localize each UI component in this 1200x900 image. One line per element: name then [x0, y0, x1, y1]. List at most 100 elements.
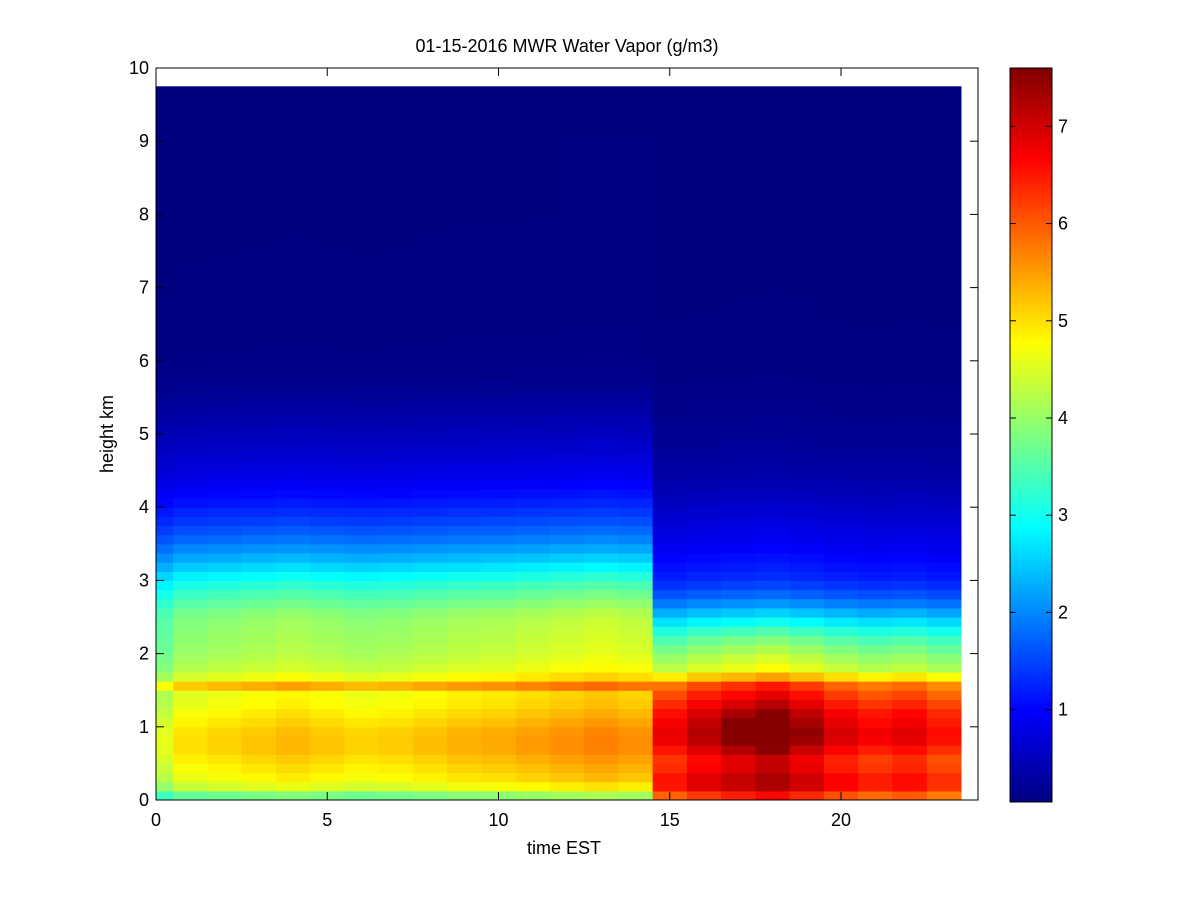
heatmap-cell	[686, 104, 722, 115]
heatmap-cell	[686, 543, 722, 554]
heatmap-cell	[481, 717, 517, 728]
heatmap-cell	[207, 452, 243, 463]
heatmap-cell	[686, 434, 722, 444]
heatmap-cell	[755, 388, 791, 398]
heatmap-cell	[721, 488, 756, 499]
heatmap-cell	[207, 443, 243, 453]
heatmap-cell	[156, 132, 174, 142]
heatmap-cell	[618, 186, 654, 197]
heatmap-cell	[721, 543, 756, 554]
heatmap-cell	[310, 662, 345, 673]
heatmap-cell	[344, 214, 380, 225]
heatmap-cell	[241, 434, 277, 444]
heatmap-cell	[823, 543, 859, 554]
heatmap-cell	[207, 662, 243, 673]
heatmap-cell	[481, 735, 517, 746]
heatmap-cell	[275, 415, 311, 426]
heatmap-cell	[549, 150, 585, 161]
heatmap-cell	[926, 196, 962, 206]
heatmap-cell	[344, 132, 380, 142]
heatmap-cell	[156, 269, 174, 280]
heatmap-cell	[275, 525, 311, 536]
heatmap-cell	[549, 735, 585, 746]
heatmap-cell	[447, 726, 482, 737]
heatmap-cell	[789, 186, 825, 197]
heatmap-cell	[412, 196, 448, 206]
heatmap-cell	[344, 479, 380, 490]
heatmap-cell	[755, 379, 791, 389]
heatmap-cell	[275, 516, 311, 527]
heatmap-cell	[618, 287, 654, 298]
heatmap-cell	[156, 507, 174, 517]
heatmap-cell	[892, 305, 928, 316]
heatmap-cell	[858, 735, 893, 746]
heatmap-cell	[515, 525, 551, 536]
heatmap-cell	[721, 406, 756, 417]
heatmap-cell	[344, 296, 380, 307]
heatmap-cell	[892, 708, 928, 719]
heatmap-cell	[652, 186, 688, 197]
heatmap-cell	[721, 168, 756, 179]
heatmap-cell	[241, 745, 277, 755]
heatmap-cell	[584, 232, 619, 243]
heatmap-cell	[275, 580, 311, 591]
heatmap-cell	[549, 507, 585, 517]
heatmap-cell	[789, 735, 825, 746]
heatmap-cell	[858, 498, 893, 508]
heatmap-cell	[652, 479, 688, 490]
heatmap-cell	[207, 296, 243, 307]
heatmap-cell	[378, 534, 414, 545]
heatmap-cell	[652, 159, 688, 170]
heatmap-cell	[481, 95, 517, 106]
heatmap-cell	[481, 287, 517, 298]
heatmap-cell	[721, 690, 756, 700]
heatmap-cell	[618, 241, 654, 252]
heatmap-cell	[823, 113, 859, 124]
heatmap-cell	[789, 232, 825, 243]
heatmap-cell	[549, 223, 585, 234]
heatmap-cell	[686, 461, 722, 472]
heatmap-cell	[207, 86, 243, 97]
heatmap-cell	[344, 443, 380, 453]
heatmap-cell	[275, 498, 311, 508]
heatmap-cell	[310, 415, 345, 426]
heatmap-cell	[481, 122, 517, 133]
heatmap-cell	[789, 653, 825, 664]
heatmap-cell	[310, 205, 345, 215]
heatmap-cell	[344, 580, 380, 591]
heatmap-cell	[447, 360, 482, 371]
heatmap-cell	[173, 122, 208, 133]
heatmap-cell	[892, 342, 928, 353]
heatmap-cell	[378, 763, 414, 774]
heatmap-cell	[618, 333, 654, 344]
heatmap-cell	[412, 781, 448, 792]
heatmap-cell	[584, 763, 619, 774]
heatmap-cell	[721, 214, 756, 225]
heatmap-cell	[241, 86, 277, 97]
heatmap-cell	[207, 717, 243, 728]
heatmap-cell	[892, 543, 928, 554]
heatmap-cell	[892, 626, 928, 636]
heatmap-cell	[549, 525, 585, 536]
heatmap-cell	[584, 635, 619, 646]
heatmap-cell	[378, 543, 414, 554]
heatmap-cell	[275, 388, 311, 398]
heatmap-cell	[310, 443, 345, 453]
heatmap-cell	[686, 552, 722, 563]
heatmap-cell	[156, 196, 174, 206]
heatmap-cell	[275, 186, 311, 197]
heatmap-cell	[789, 617, 825, 627]
heatmap-cell	[156, 562, 174, 572]
heatmap-cell	[207, 360, 243, 371]
heatmap-cell	[823, 296, 859, 307]
heatmap-cell	[584, 543, 619, 554]
heatmap-cell	[755, 278, 791, 289]
heatmap-cell	[686, 424, 722, 435]
heatmap-cell	[344, 781, 380, 792]
heatmap-cell	[584, 95, 619, 106]
heatmap-cell	[481, 443, 517, 453]
heatmap-cell	[858, 699, 893, 710]
heatmap-cell	[310, 671, 345, 682]
heatmap-cell	[481, 726, 517, 737]
heatmap-cell	[481, 113, 517, 124]
